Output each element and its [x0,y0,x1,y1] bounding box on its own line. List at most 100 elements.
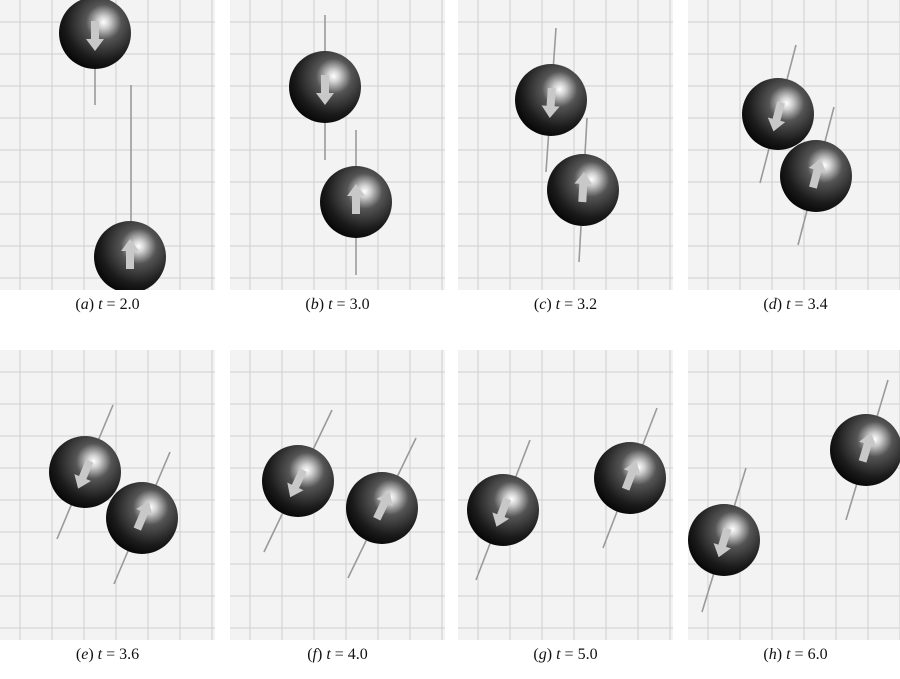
sphere-2 [320,166,392,238]
sphere-1 [688,504,760,576]
caption-open-paren: ( [763,646,769,663]
caption-e: (e) t = 3.6 [0,646,215,664]
snapshot-canvas [688,0,900,290]
caption-d: (d) t = 3.4 [688,296,900,314]
arrow-up-icon [121,239,139,269]
sphere-1 [742,78,814,150]
caption-letter: f [312,646,317,663]
caption-equals: = [560,646,578,663]
snapshot-canvas [458,350,673,640]
snapshot-canvas [458,0,673,290]
arrow-down-icon [713,527,732,558]
sphere-2 [94,221,166,290]
snapshot-panel-c [458,0,673,290]
sphere-2 [830,414,900,486]
caption-a: (a) t = 2.0 [0,296,215,314]
caption-open-paren: ( [305,296,311,313]
arrow-down-icon [86,21,104,51]
caption-close-paren: ) [88,296,99,313]
caption-b: (b) t = 3.0 [230,296,445,314]
sphere-2 [106,482,178,554]
grid-lines [688,350,900,640]
grid-lines [458,350,673,640]
arrow-up-icon [621,461,641,491]
caption-c: (c) t = 3.2 [458,296,673,314]
sphere-1 [289,51,361,123]
caption-equals: = [102,646,120,663]
arrow-up-icon [858,432,877,463]
snapshot-canvas [0,0,215,290]
caption-time-value: 2.0 [119,296,140,313]
snapshot-panel-h [688,350,900,640]
caption-letter: e [81,646,89,663]
sphere-2 [594,442,666,514]
caption-equals: = [790,296,808,313]
caption-equals: = [560,296,578,313]
caption-open-paren: ( [533,646,539,663]
arrow-up-icon [808,158,827,189]
caption-time-value: 3.2 [577,296,598,313]
sphere-2 [547,154,619,226]
arrow-down-icon [492,497,512,527]
caption-equals: = [790,646,808,663]
snapshot-canvas [688,350,900,640]
caption-equals: = [330,646,348,663]
caption-h: (h) t = 6.0 [688,646,900,664]
caption-close-paren: ) [316,646,327,663]
snapshot-panel-b [230,0,445,290]
snapshot-canvas [0,350,215,640]
caption-close-paren: ) [776,646,787,663]
caption-time-value: 6.0 [807,646,828,663]
arrow-up-icon [574,172,593,203]
caption-letter: g [538,646,547,663]
caption-time-value: 3.4 [807,296,828,313]
caption-time-value: 3.0 [349,296,370,313]
caption-open-paren: ( [75,646,82,663]
caption-letter: c [539,296,547,313]
grid-lines [230,350,445,640]
caption-open-paren: ( [533,296,540,313]
snapshot-panel-f [230,350,445,640]
arrow-up-icon [133,501,153,531]
caption-f: (f) t = 4.0 [230,646,445,664]
caption-time-symbol: t [555,296,561,313]
snapshot-canvas [230,0,445,290]
caption-equals: = [332,296,350,313]
caption-time-symbol: t [786,646,791,663]
snapshot-panel-g [458,350,673,640]
caption-open-paren: ( [307,646,313,663]
caption-time-value: 5.0 [577,646,598,663]
caption-open-paren: ( [75,296,81,313]
grid-background [688,350,900,640]
grid-background [458,0,673,290]
snapshot-panel-d [688,0,900,290]
arrow-down-icon [541,87,560,118]
caption-time-value: 3.6 [119,646,140,663]
arrow-down-icon [316,75,334,105]
caption-time-value: 4.0 [347,646,368,663]
caption-letter: a [80,296,89,313]
caption-open-paren: ( [763,296,769,313]
caption-g: (g) t = 5.0 [458,646,673,664]
caption-time-symbol: t [326,646,331,663]
sphere-1 [49,436,121,508]
caption-close-paren: ) [318,296,329,313]
sphere-2 [346,472,418,544]
sphere-1 [59,0,131,69]
caption-close-paren: ) [546,296,556,313]
caption-time-symbol: t [556,646,561,663]
snapshot-canvas [230,350,445,640]
arrow-down-icon [74,459,94,489]
sphere-1 [515,64,587,136]
caption-letter: d [768,296,777,313]
caption-close-paren: ) [88,646,98,663]
caption-close-paren: ) [776,296,787,313]
caption-time-symbol: t [328,296,333,313]
arrow-down-icon [287,468,307,498]
snapshot-panel-a [0,0,215,290]
grid-lines [458,0,673,290]
sphere-2 [780,140,852,212]
grid-background [230,0,445,290]
snapshot-panel-e [0,350,215,640]
caption-equals: = [102,296,120,313]
